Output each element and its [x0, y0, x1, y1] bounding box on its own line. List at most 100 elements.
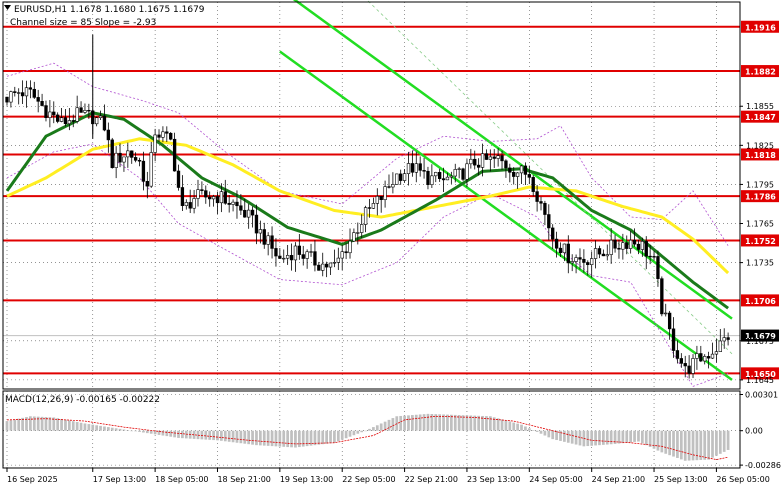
macd-histogram-bar: [414, 414, 418, 431]
price-level-label-bg: [741, 20, 779, 33]
macd-histogram-bar: [352, 430, 356, 436]
fast-moving-average-line: [5, 111, 729, 310]
candle-body: [434, 172, 438, 177]
candle-body: [515, 172, 520, 177]
candle-body: [547, 214, 551, 229]
candle-body: [660, 278, 664, 315]
macd-histogram-bar: [485, 416, 488, 431]
macd-histogram-bar: [340, 430, 344, 440]
macd-histogram-bar: [368, 428, 371, 431]
macd-histogram-bar: [286, 430, 290, 448]
candle-body: [652, 256, 656, 258]
candle-body: [172, 138, 177, 172]
price-level-label-bg: [741, 110, 779, 123]
macd-histogram-bar: [547, 430, 551, 438]
candle-body: [87, 109, 91, 112]
macd-histogram-bar: [625, 430, 629, 443]
macd-histogram-bar: [29, 416, 32, 431]
price-level-label: 1.1916: [745, 23, 776, 32]
candle-body: [215, 196, 220, 204]
candle-body: [566, 243, 570, 264]
candle-body: [691, 358, 695, 374]
candle-body: [20, 92, 25, 97]
macd-histogram-bar: [161, 430, 165, 436]
candle-body: [336, 257, 340, 263]
candle-body: [399, 173, 403, 181]
candle-body: [344, 251, 348, 254]
macd-histogram-bar: [153, 430, 157, 435]
candle-body: [293, 245, 298, 261]
macd-histogram-bar: [570, 430, 574, 444]
macd-histogram-bar: [56, 418, 60, 431]
macd-histogram-bar: [44, 417, 48, 431]
macd-histogram-bar: [297, 430, 301, 448]
candle-body: [285, 255, 290, 259]
candle-body: [469, 158, 473, 165]
macd-histogram-bar: [255, 430, 258, 446]
macd-histogram-bar: [633, 430, 636, 442]
candle-body: [137, 159, 142, 162]
candle-body: [235, 201, 239, 207]
candle-body: [414, 163, 418, 173]
candle-body: [98, 115, 103, 119]
candle-body: [13, 91, 17, 93]
macd-histogram-bar: [200, 430, 204, 440]
macd-histogram-bar: [208, 430, 212, 440]
macd-histogram-bar: [325, 430, 328, 444]
candle-body: [110, 139, 114, 168]
macd-histogram-bar: [703, 430, 707, 460]
candle-body: [543, 202, 547, 215]
time-tick-label: 19 Sep 13:00: [280, 475, 333, 484]
macd-histogram-bar: [212, 430, 215, 441]
candle-body: [305, 251, 309, 259]
macd-histogram-bar: [173, 430, 176, 438]
macd-histogram-bar: [442, 414, 445, 431]
macd-histogram-bar: [110, 427, 114, 431]
candle-body: [223, 191, 227, 204]
macd-histogram-bar: [375, 425, 379, 431]
candle-body: [539, 201, 543, 204]
candle-body: [313, 251, 317, 266]
macd-histogram-bar: [660, 430, 664, 453]
macd-histogram-bar: [465, 415, 469, 431]
candle-body: [640, 241, 645, 250]
time-axis: 16 Sep 2025 17 Sep 13:00 18 Sep 05:00 18 Se…: [6, 468, 770, 484]
macd-histogram-bar: [142, 430, 145, 433]
candle-body: [476, 164, 481, 168]
candle-body: [375, 196, 379, 204]
macd-histogram-bar: [461, 415, 465, 431]
macd-histogram-bar: [184, 430, 188, 439]
candle-body: [500, 155, 504, 162]
candle-body: [79, 107, 83, 113]
time-tick-label: 18 Sep 21:00: [217, 475, 270, 484]
candle-body: [149, 152, 153, 187]
macd-histogram-bar: [333, 430, 336, 443]
envelope-upper-line: [6, 62, 729, 246]
macd-histogram-bar: [563, 430, 566, 442]
macd-histogram-bar: [60, 418, 63, 431]
envelope-lower-line: [6, 143, 729, 387]
triangle-down-icon: [4, 5, 11, 10]
macd-histogram-bar: [707, 430, 710, 460]
candle-body: [710, 353, 715, 359]
candle-body: [625, 242, 629, 249]
candle-body: [360, 224, 364, 233]
candle-body: [141, 160, 146, 182]
macd-pane-grid: [3, 391, 740, 468]
candle-body: [551, 227, 555, 240]
macd-histogram-bar: [539, 430, 543, 434]
macd-histogram-bar: [379, 423, 383, 431]
candle-body: [274, 248, 278, 257]
candle-body: [363, 207, 368, 225]
candle-body: [270, 235, 274, 249]
macd-histogram-bar: [83, 423, 87, 431]
current-price-label: 1.1679: [745, 332, 776, 341]
macd-histogram-bar: [266, 430, 270, 446]
macd-histogram-bar: [488, 416, 492, 431]
macd-histogram-bar: [231, 430, 235, 443]
candle-body: [75, 107, 79, 122]
macd-histogram-bar: [25, 417, 28, 431]
macd-histogram-bar: [383, 421, 387, 431]
